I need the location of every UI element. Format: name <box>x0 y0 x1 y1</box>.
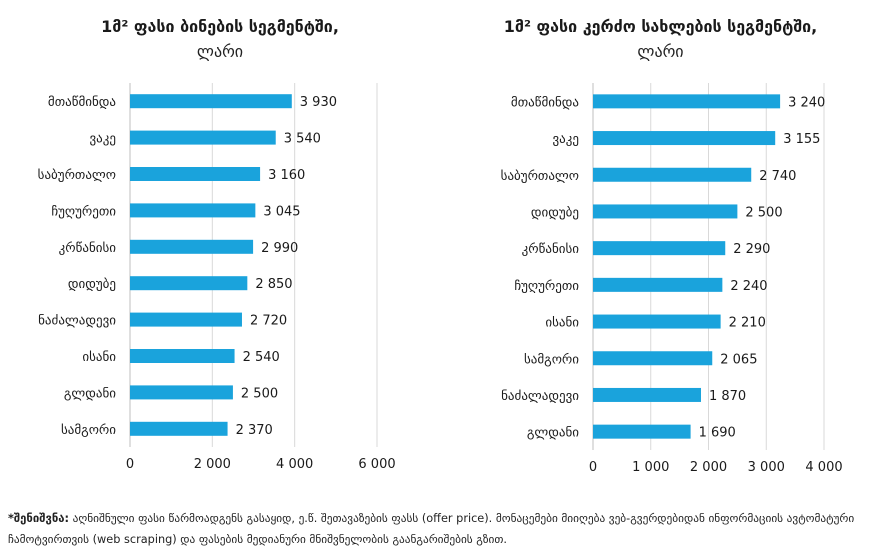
x-tick-label: 2 000 <box>690 460 727 475</box>
footnote-label: *შენიშვნა: <box>8 512 70 525</box>
category-label: ვაკე <box>89 132 116 147</box>
data-label: 2 500 <box>241 386 278 401</box>
x-tick-label: 6 000 <box>358 457 395 472</box>
category-label: გლდანი <box>64 386 116 401</box>
category-label: კრწანისი <box>59 241 117 256</box>
bar <box>130 203 256 218</box>
footnote-text: აღნიშნული ფასი წარმოადგენს გასაყიდ, ე.წ.… <box>8 512 855 546</box>
bar <box>130 312 242 327</box>
category-label: ისანი <box>545 316 579 331</box>
category-label: დიდუბე <box>531 205 579 220</box>
x-tick-label: 0 <box>126 457 134 472</box>
bar <box>130 239 254 254</box>
bar <box>593 387 701 402</box>
category-label: ნაძალადევი <box>38 314 116 329</box>
data-label: 3 930 <box>300 95 337 110</box>
bar <box>130 421 228 436</box>
data-label: 3 540 <box>284 132 321 147</box>
x-tick-label: 2 000 <box>194 457 231 472</box>
data-label: 2 540 <box>243 350 280 365</box>
bar <box>593 204 738 219</box>
data-label: 2 240 <box>730 279 767 294</box>
data-label: 2 065 <box>720 352 757 367</box>
bar <box>130 130 276 145</box>
bar <box>130 349 235 363</box>
category-label: მთაწმინდა <box>48 95 116 110</box>
data-label: 2 370 <box>236 423 273 438</box>
chart-subtitle: ლარი <box>637 42 684 61</box>
bar <box>130 167 261 181</box>
category-label: საბურთალო <box>501 169 579 184</box>
data-label: 1 690 <box>699 426 736 441</box>
chart-title: 1მ² ფასი კერძო სახლების სეგმენტში, <box>503 17 818 36</box>
chart-apartments: 1მ² ფასი ბინების სეგმენტში, ლარი 0 2 000 4… <box>0 0 440 490</box>
data-label: 2 850 <box>255 277 292 292</box>
bar <box>130 276 248 291</box>
data-label: 2 990 <box>261 241 298 256</box>
category-label: ჩუღურეთი <box>51 204 116 219</box>
x-tick-label: 3 000 <box>748 460 785 475</box>
bar <box>593 424 691 439</box>
chart-title: 1მ² ფასი ბინების სეგმენტში, <box>101 17 339 36</box>
data-label: 2 740 <box>759 169 796 184</box>
bar <box>593 314 721 329</box>
category-label: ჩუღურეთი <box>514 279 579 294</box>
chart-subtitle: ლარი <box>196 42 244 61</box>
category-label: ნაძალადევი <box>501 389 579 404</box>
data-label: 1 870 <box>709 389 746 404</box>
bar <box>130 94 292 109</box>
category-label: ვაკე <box>552 132 579 147</box>
bar <box>593 131 776 146</box>
bar <box>593 277 723 292</box>
x-tick-label: 0 <box>589 460 597 475</box>
bar <box>593 241 726 256</box>
category-label: მთაწმინდა <box>511 95 579 110</box>
bar <box>593 351 713 366</box>
data-label: 3 160 <box>268 168 305 183</box>
category-label: კრწანისი <box>522 242 580 257</box>
data-label: 3 155 <box>783 132 820 147</box>
category-label: საბურთალო <box>38 168 116 183</box>
category-label: ისანი <box>82 350 116 365</box>
data-label: 2 720 <box>250 314 287 329</box>
data-label: 2 500 <box>745 205 782 220</box>
footnote: *შენიშვნა: აღნიშნული ფასი წარმოადგენს გა… <box>8 508 874 550</box>
data-label: 3 240 <box>788 95 825 110</box>
bar-chart-svg: 0 2 000 4 000 6 000 მთაწმინდა 3 930 ვაკე 3 540 ს… <box>38 83 396 472</box>
category-label: სამგორი <box>524 352 579 367</box>
bar <box>130 385 233 400</box>
x-tick-label: 4 000 <box>805 460 842 475</box>
bar-chart-svg: 0 1 000 2 000 3 000 4 000 მთაწმინდა 3 240 ვაკე 3… <box>501 83 843 475</box>
x-tick-label: 4 000 <box>276 457 313 472</box>
bar <box>593 167 752 182</box>
category-label: სამგორი <box>61 423 116 438</box>
bar <box>593 94 781 109</box>
category-label: გლდანი <box>527 426 579 441</box>
chart-private-houses: 1მ² ფასი კერძო სახლების სეგმენტში, ლარი … <box>440 0 881 490</box>
x-tick-label: 1 000 <box>632 460 669 475</box>
data-label: 3 045 <box>263 204 300 219</box>
category-label: დიდუბე <box>68 277 116 292</box>
data-label: 2 210 <box>729 316 766 331</box>
data-label: 2 290 <box>733 242 770 257</box>
